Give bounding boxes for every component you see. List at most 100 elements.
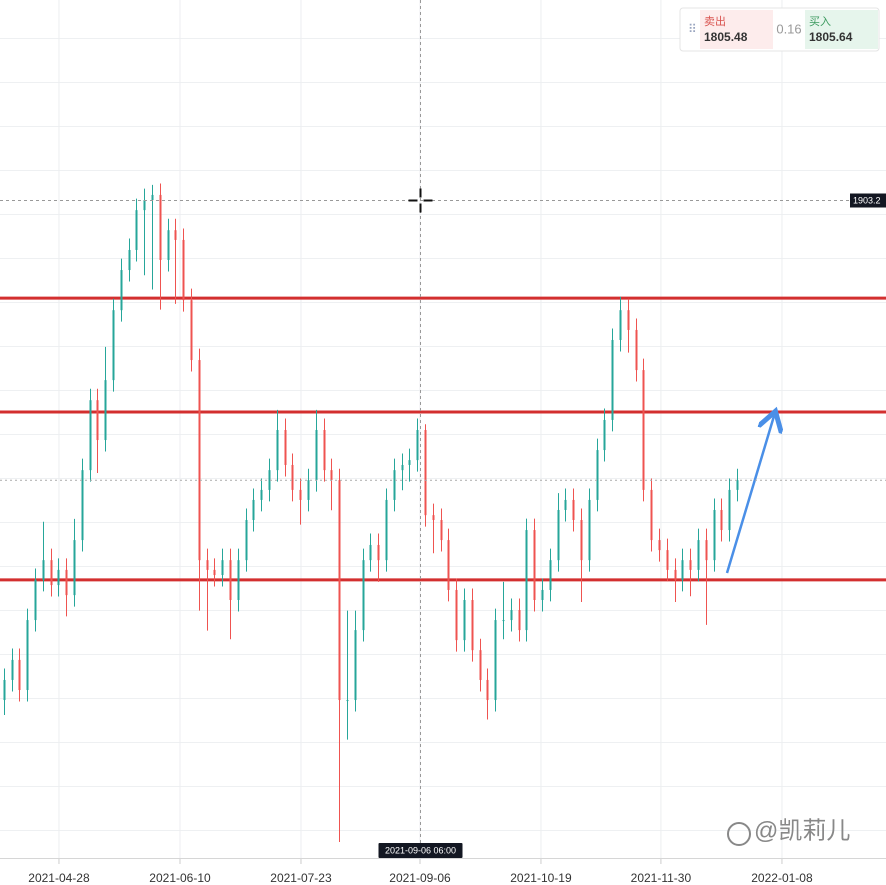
candle-body: [291, 464, 294, 490]
candle: [338, 468, 341, 842]
candle: [174, 218, 177, 304]
candle-body: [580, 520, 583, 561]
x-tick-label: 2021-11-30: [631, 871, 692, 885]
candle-body: [728, 489, 731, 531]
candle-body: [377, 544, 380, 561]
candle: [635, 318, 638, 382]
candle-body: [650, 489, 653, 541]
candle-body: [533, 530, 536, 600]
candle-body: [611, 339, 614, 420]
candle: [284, 418, 287, 477]
candle-body: [34, 579, 37, 621]
candle: [229, 548, 232, 640]
candle: [346, 610, 349, 740]
candle: [401, 453, 404, 491]
candle: [221, 548, 224, 587]
candle-body: [666, 550, 669, 570]
candle: [299, 478, 302, 525]
candle: [50, 548, 53, 597]
candle-body: [432, 515, 435, 521]
candle: [81, 458, 84, 552]
candle: [143, 188, 146, 276]
candle-body: [338, 480, 341, 701]
candle: [720, 498, 723, 542]
candle-body: [518, 610, 521, 631]
candle-body: [494, 620, 497, 701]
candle-body: [346, 700, 349, 702]
candle-body: [447, 540, 450, 590]
candle: [479, 638, 482, 692]
candle-body: [42, 560, 45, 580]
buy-button[interactable]: [805, 10, 878, 49]
candle: [65, 558, 68, 617]
x-tick-label: 2021-04-28: [28, 871, 90, 885]
candle: [596, 438, 599, 512]
sell-button[interactable]: [700, 10, 773, 49]
candle-body: [393, 470, 396, 500]
candle-body: [213, 569, 216, 576]
candle: [518, 598, 521, 642]
candle: [377, 533, 380, 582]
candle: [510, 598, 513, 632]
sell-price: 1805.48: [704, 30, 748, 44]
candle: [463, 588, 466, 652]
candle-body: [135, 210, 138, 250]
candle: [736, 468, 739, 502]
drag-handle[interactable]: ⠿: [688, 22, 697, 36]
candle-body: [619, 310, 622, 340]
candle-body: [479, 650, 482, 680]
candle-body: [736, 480, 739, 490]
candle: [627, 298, 630, 353]
candle: [18, 648, 21, 702]
candle-body: [588, 499, 591, 561]
candle-body: [705, 540, 708, 561]
candle: [11, 648, 14, 692]
candle: [135, 198, 138, 262]
candle-body: [720, 509, 723, 531]
crosshair-cursor: [408, 188, 433, 213]
levels: [0, 296, 886, 582]
watermark: @凯莉儿: [727, 817, 850, 846]
bars: [3, 183, 739, 842]
candle: [151, 184, 154, 290]
candle-body: [190, 300, 193, 361]
candle-body: [627, 310, 630, 330]
candle-body: [416, 430, 419, 461]
x-tick-label: 2021-07-23: [270, 871, 332, 885]
candle: [89, 388, 92, 482]
buy-label: 买入: [809, 15, 831, 28]
candle: [728, 478, 731, 542]
candle: [525, 518, 528, 642]
candle-body: [182, 239, 185, 301]
candle-body: [541, 589, 544, 600]
candle: [471, 588, 474, 662]
price-label-box: [850, 193, 886, 208]
candle-body: [260, 489, 263, 500]
candle: [96, 388, 99, 473]
candle-body: [268, 470, 271, 490]
candle-body: [96, 400, 99, 441]
candle: [268, 458, 271, 502]
candle: [705, 528, 708, 625]
candle: [440, 508, 443, 552]
watermark-icon: [727, 822, 751, 846]
candle-body: [307, 480, 310, 500]
candle: [159, 183, 162, 310]
candle-body: [674, 569, 677, 580]
x-tick-label: 2022-01-08: [751, 871, 813, 885]
candle-body: [658, 540, 661, 551]
candle-body: [159, 194, 162, 261]
candle: [658, 528, 661, 562]
candle-body: [502, 620, 505, 622]
candle: [252, 488, 255, 532]
candle-body: [276, 430, 279, 471]
candle-body: [151, 194, 154, 201]
candle: [362, 548, 365, 642]
candle: [206, 548, 209, 631]
candle-body: [89, 400, 92, 471]
candle: [369, 533, 372, 572]
watermark-text: @凯莉儿: [754, 817, 850, 844]
candle: [307, 468, 310, 512]
candle-body: [229, 560, 232, 600]
candle-body: [299, 489, 302, 500]
